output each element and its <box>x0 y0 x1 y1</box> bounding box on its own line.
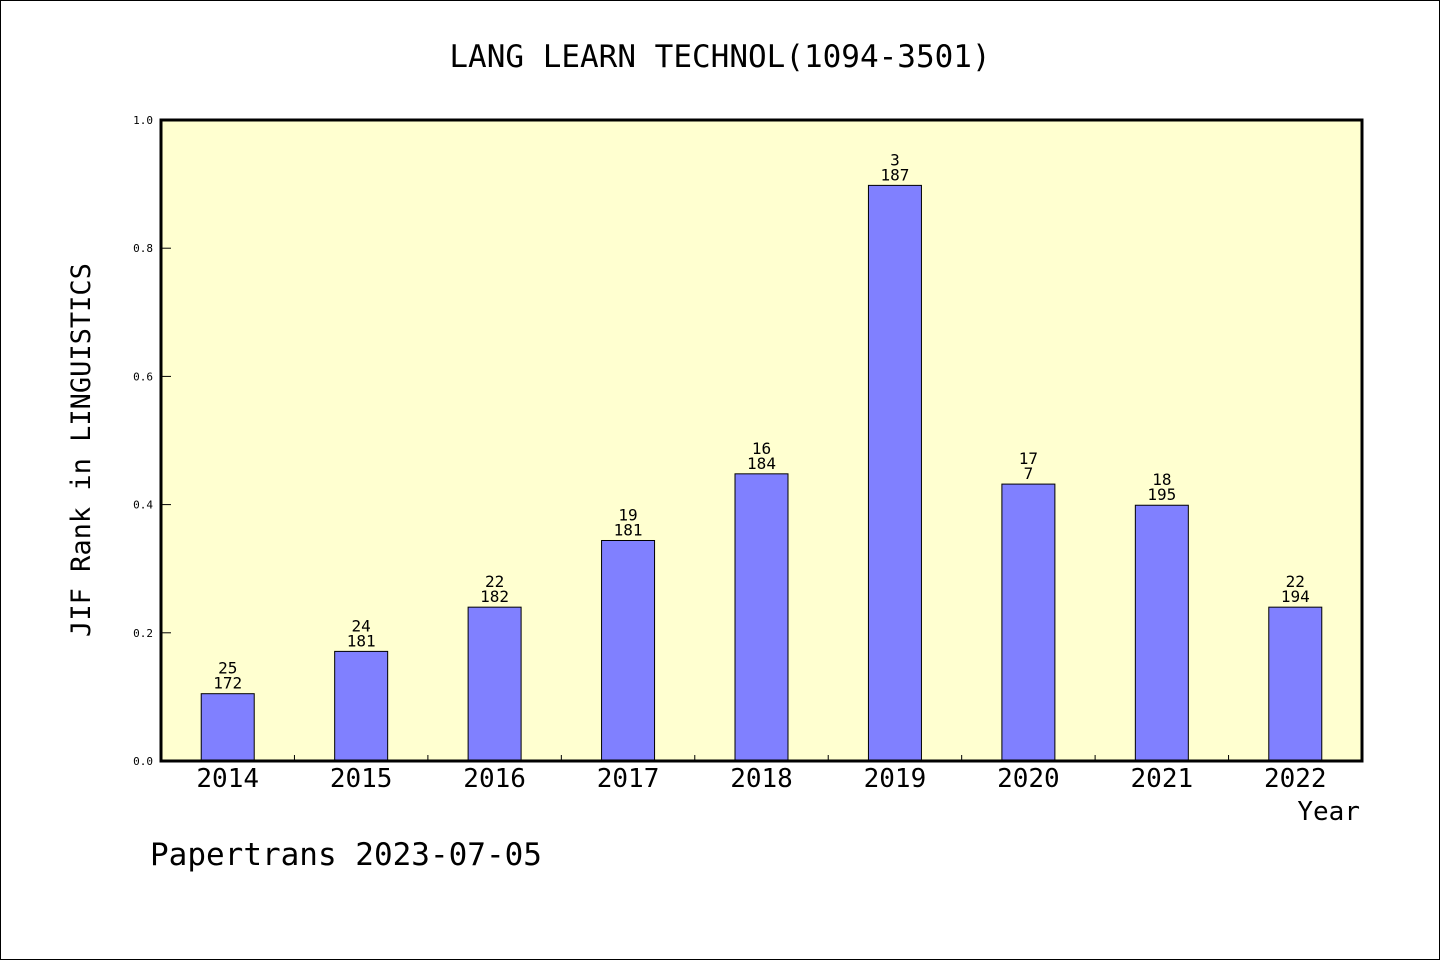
y-tick-label: 0.0 <box>133 755 153 768</box>
y-axis-label: JIF Rank in LINGUISTICS <box>66 263 97 637</box>
bar-2020 <box>1001 483 1056 762</box>
data-label-rank: 22 <box>1286 572 1305 591</box>
data-label-rank: 18 <box>1152 470 1171 489</box>
y-tick-label: 0.6 <box>133 370 153 383</box>
bar-2017 <box>601 539 656 762</box>
bar-2019 <box>867 184 922 762</box>
bars-group <box>200 184 1323 762</box>
data-label-total: 184 <box>747 454 776 473</box>
y-tick-label: 0.2 <box>133 627 153 640</box>
x-tick-label: 2016 <box>463 764 526 794</box>
data-label-rank: 22 <box>485 572 504 591</box>
data-label-total: 172 <box>213 674 242 693</box>
data-label-rank: 3 <box>890 150 900 169</box>
x-tick-label: 2015 <box>330 764 393 794</box>
data-label-rank: 19 <box>618 505 637 524</box>
data-label-total: 182 <box>480 587 509 606</box>
x-axis-ticks: 2014 2015 2016 2017 2018 2019 2020 2021 2022 <box>196 755 1327 794</box>
y-tick-label: 0.4 <box>133 499 153 512</box>
x-tick-label: 2017 <box>597 764 660 794</box>
data-label-total: 187 <box>880 165 909 184</box>
y-tick-label: 0.8 <box>133 242 153 255</box>
bar-2022 <box>1268 606 1323 762</box>
data-label-rank: 25 <box>218 659 237 678</box>
x-tick-label: 2022 <box>1264 764 1327 794</box>
bar-2018 <box>734 473 789 762</box>
data-label-total: 7 <box>1024 464 1034 483</box>
data-label-rank: 17 <box>1019 449 1038 468</box>
x-tick-label: 2018 <box>730 764 793 794</box>
data-label-total: 194 <box>1281 587 1310 606</box>
x-tick-label: 2020 <box>997 764 1060 794</box>
plot-border <box>159 118 1364 763</box>
data-label-total: 195 <box>1147 485 1176 504</box>
y-axis-ticks: 0.0 0.2 0.4 0.6 0.8 1.0 <box>133 114 171 768</box>
x-axis-label: Year <box>1297 797 1360 827</box>
data-label-rank: 24 <box>352 616 371 635</box>
y-tick-label: 1.0 <box>133 114 153 127</box>
bar-2016 <box>467 606 522 762</box>
bar-2015 <box>334 650 389 762</box>
chart-title: LANG LEARN TECHNOL(1094-3501) <box>449 39 990 75</box>
bar-2014 <box>200 693 255 762</box>
data-label-rank: 16 <box>752 439 771 458</box>
x-tick-label: 2019 <box>864 764 927 794</box>
data-label-total: 181 <box>347 631 376 650</box>
data-label-total: 181 <box>614 520 643 539</box>
footer-text: Papertrans 2023-07-05 <box>150 837 542 873</box>
x-tick-label: 2021 <box>1131 764 1194 794</box>
x-tick-label: 2014 <box>196 764 259 794</box>
bar-2021 <box>1134 504 1189 762</box>
